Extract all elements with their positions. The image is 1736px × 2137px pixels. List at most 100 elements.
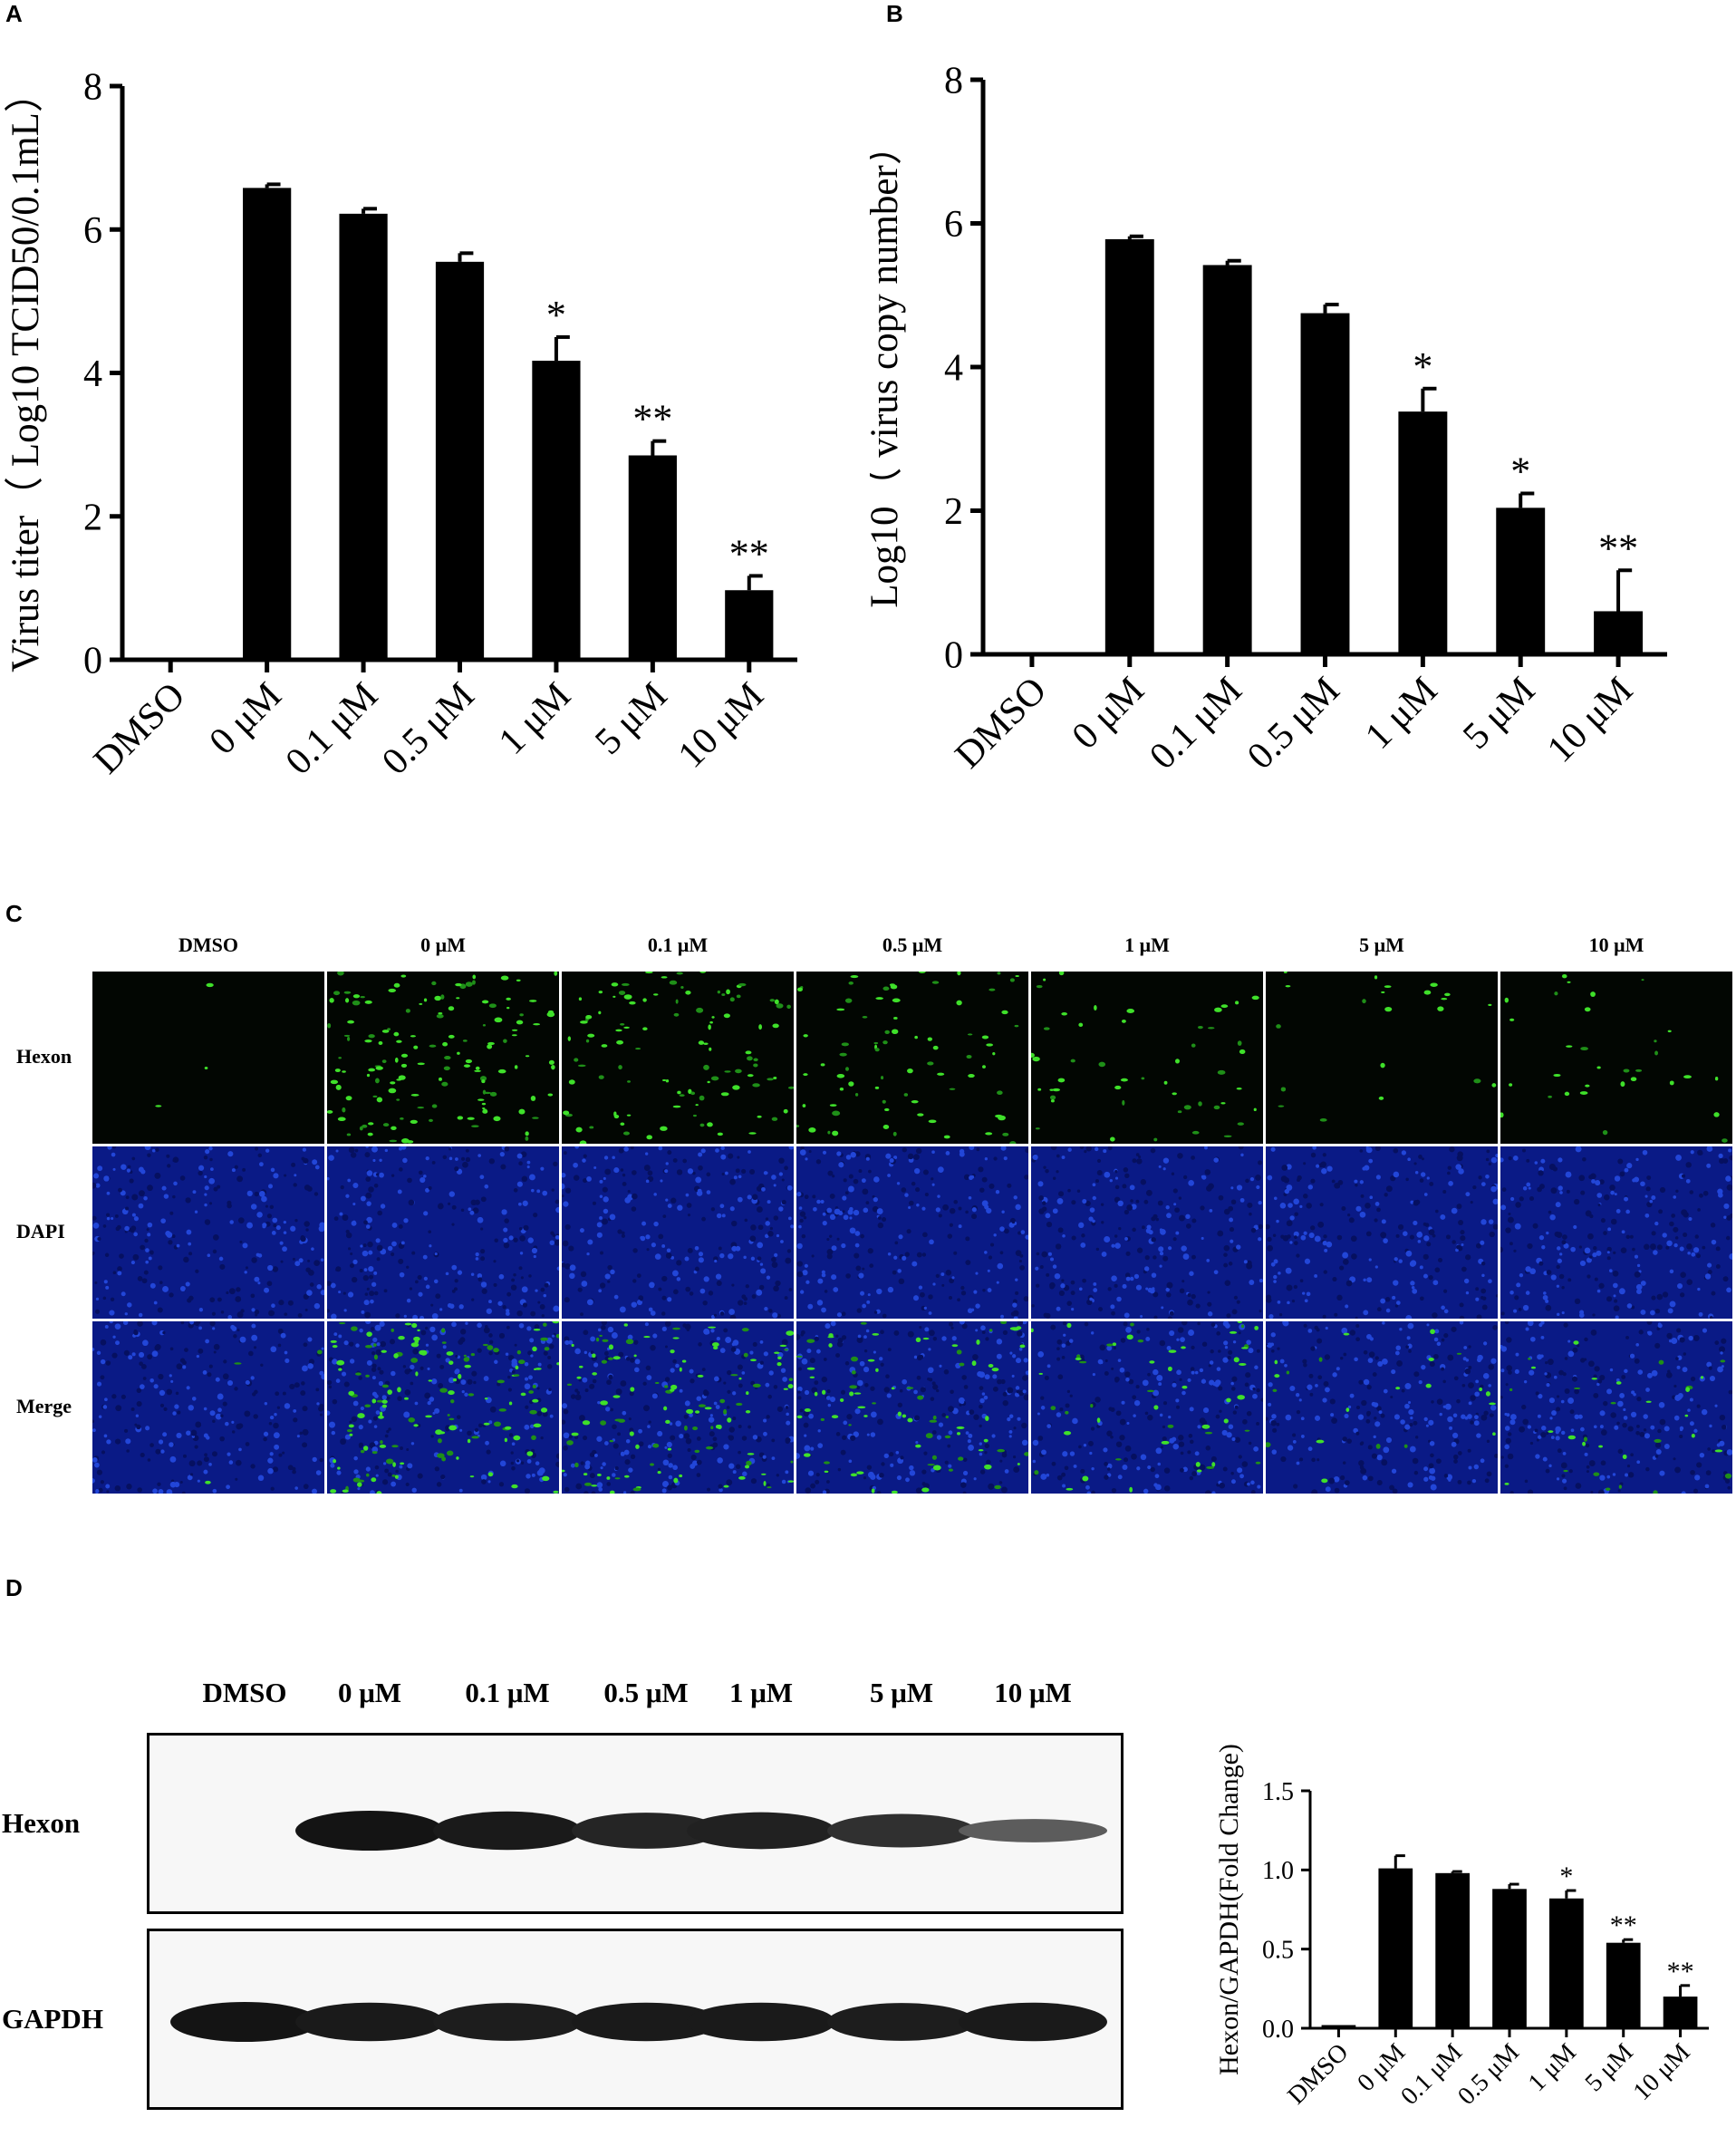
nucleus [1423,1273,1428,1279]
hexon-signal [620,1023,625,1026]
hexon-signal [822,1389,826,1395]
nucleus [434,1466,440,1472]
nucleus [968,1195,972,1200]
nucleus [1322,1397,1327,1403]
nucleus [155,1147,159,1152]
nucleus [498,1273,505,1280]
nucleus [445,1358,450,1363]
nucleus [209,1297,216,1303]
bar [1435,1872,1470,2028]
nucleus [843,1178,847,1183]
nucleus [1372,1372,1377,1377]
nucleus [1554,1231,1560,1237]
nucleus [1276,1422,1280,1426]
nucleus [196,1354,200,1359]
hexon-signal [1206,1465,1215,1470]
nucleus [1669,1269,1674,1274]
nucleus [465,1321,468,1325]
nucleus [728,1309,736,1315]
nucleus [555,1206,559,1214]
nucleus [472,1207,479,1214]
nucleus [1461,1266,1467,1272]
nucleus [250,1376,255,1380]
nucleus [409,1287,413,1291]
hexon-signal [704,1407,712,1410]
micrograph-dapi [1031,1146,1263,1319]
nucleus [1606,1256,1611,1261]
nucleus [604,1168,612,1175]
nucleus [774,1252,778,1258]
hexon-signal [372,1095,378,1098]
hexon-signal [1584,1007,1591,1012]
nucleus [1626,1303,1633,1309]
nucleus [251,1308,256,1312]
hexon-signal [957,1432,961,1436]
nucleus [692,1171,696,1175]
nucleus [1191,1218,1197,1223]
nucleus [1025,1370,1028,1376]
nucleus [527,1237,534,1243]
hexon-signal [918,972,926,973]
nucleus [1153,1315,1158,1319]
nucleus [804,1389,810,1396]
nucleus [379,1369,384,1375]
nucleus [1231,1437,1236,1442]
nucleus [429,1326,436,1333]
nucleus [670,1197,677,1204]
nucleus [1355,1205,1362,1212]
nucleus [1173,1203,1177,1206]
hexon-signal [342,1107,346,1113]
nucleus [1166,1346,1172,1350]
nucleus [1679,1246,1684,1252]
nucleus [1395,1301,1401,1305]
nucleus [308,1359,314,1365]
nucleus [125,1438,131,1445]
nucleus [475,1257,479,1261]
hexon-signal [462,1039,468,1042]
hexon-signal [711,1016,715,1019]
nucleus [853,1209,860,1216]
nucleus [1179,1378,1182,1382]
nucleus [274,1444,280,1450]
nucleus [1069,1451,1075,1456]
nucleus [1019,1265,1025,1271]
nucleus [1586,1470,1589,1474]
nucleus [121,1291,126,1297]
nucleus [1222,1357,1229,1363]
hexon-signal [767,1486,772,1489]
nucleus [923,1306,927,1310]
nucleus [1593,1425,1597,1429]
nucleus [1675,1357,1679,1360]
nucleus [1723,1203,1730,1209]
nucleus [1155,1484,1162,1491]
nucleus [1500,1455,1504,1459]
nucleus [778,1206,784,1212]
nucleus [574,1394,582,1401]
nucleus [1486,1149,1490,1154]
nucleus [922,1232,928,1238]
nucleus [1302,1359,1307,1364]
nucleus [371,1326,375,1331]
nucleus [984,1251,988,1254]
nucleus [162,1330,166,1335]
nucleus [1083,1444,1087,1447]
nucleus [1111,1275,1117,1281]
nucleus [1307,1446,1313,1452]
nucleus [1022,1389,1027,1394]
nucleus [1413,1371,1420,1378]
nucleus [1426,1323,1430,1327]
nucleus [632,1193,638,1200]
hexon-signal [488,1003,497,1009]
nucleus [331,1430,336,1436]
nucleus [465,1156,471,1163]
hexon-signal [948,1468,954,1472]
nucleus [522,1302,528,1308]
nucleus [860,1291,865,1296]
nucleus [1421,1364,1426,1370]
nucleus [788,1288,793,1291]
nucleus [927,1367,934,1374]
nucleus [630,1454,636,1460]
nucleus [1467,1480,1471,1485]
nucleus [1401,1150,1407,1156]
hexon-signal [643,1336,651,1339]
